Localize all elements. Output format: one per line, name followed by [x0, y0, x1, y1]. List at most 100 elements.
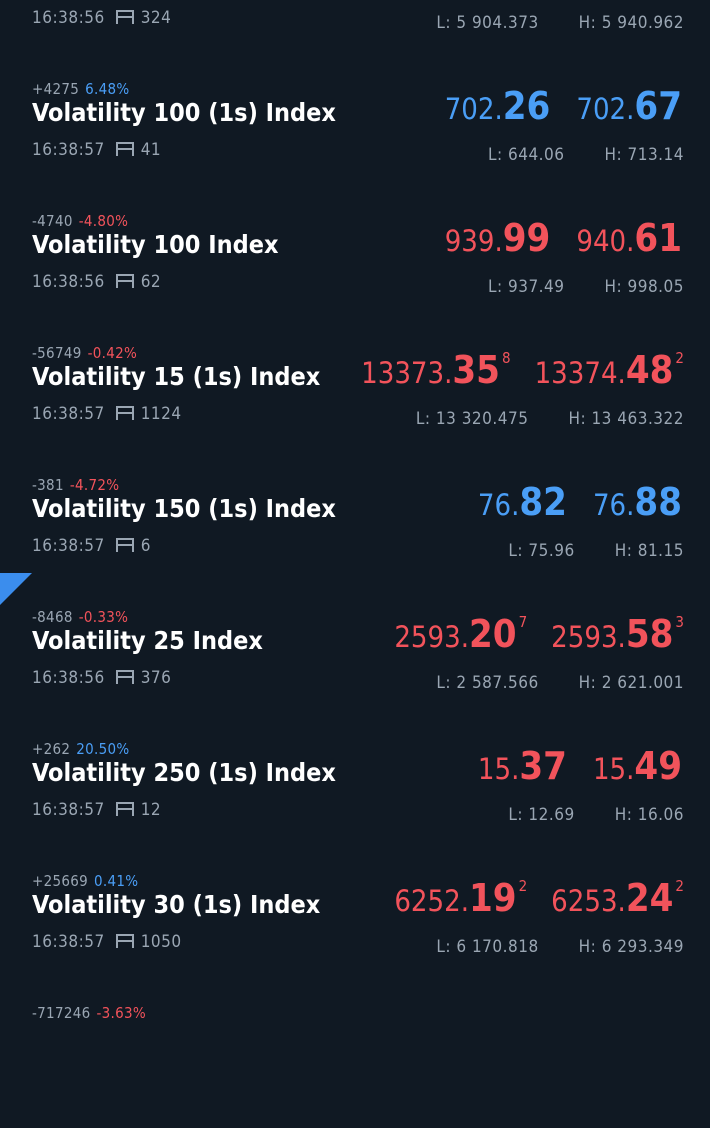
quote-row[interactable]: -381 -4.72% Volatility 150 (1s) Index 16:…	[0, 468, 710, 600]
low-value: L: 12.69	[508, 805, 575, 825]
change-percent: -4.80%	[78, 212, 129, 230]
price-block	[632, 1008, 684, 1052]
symbol-name[interactable]: Volatility 100 (1s) Index	[32, 98, 336, 127]
change-value: -717246	[32, 1004, 91, 1022]
change-value: -56749	[32, 344, 82, 362]
volume-bars-icon	[115, 406, 134, 420]
ask-price[interactable]: 6253.24 2	[551, 876, 684, 920]
low-value: L: 5 904.373	[436, 13, 539, 33]
tick-volume: 62	[140, 272, 162, 292]
tick-time: 16:38:57	[32, 404, 105, 424]
ask-price[interactable]	[682, 1008, 684, 1052]
symbol-name[interactable]: Volatility 30 (1s) Index	[32, 890, 321, 919]
low-high: L: 13 320.475 H: 13 463.322	[376, 409, 684, 429]
tick-volume: 12	[140, 800, 162, 820]
high-value: H: 16.06	[614, 805, 684, 825]
quote-row[interactable]: -717246 -3.63%	[0, 996, 710, 1128]
tick-meta: 16:38:57 41	[32, 140, 161, 160]
tick-time: 16:38:57	[32, 800, 105, 820]
tick-volume: 41	[140, 140, 162, 160]
price-block: 702.26 702.67	[421, 84, 684, 128]
ask-price[interactable]: 13374.48 2	[534, 348, 684, 392]
change-value: -8468	[32, 608, 73, 626]
low-high: L: 12.69 H: 16.06	[468, 805, 684, 825]
quote-row[interactable]: +25669 0.41% Volatility 30 (1s) Index 16:…	[0, 864, 710, 996]
tick-meta: 16:38:56 62	[32, 272, 161, 292]
high-value: H: 2 621.001	[578, 673, 684, 693]
high-value: H: 81.15	[614, 541, 684, 561]
bid-price[interactable]: 15.37	[477, 744, 567, 788]
low-high: L: 75.96 H: 81.15	[468, 541, 684, 561]
tick-volume: 1050	[140, 932, 182, 952]
high-value: H: 998.05	[604, 277, 684, 297]
change-info: +262 20.50%	[32, 740, 130, 758]
bid-price[interactable]: 939.99	[444, 216, 551, 260]
quote-row[interactable]: -56749 -0.42% Volatility 15 (1s) Index 16…	[0, 336, 710, 468]
volume-bars-icon	[115, 10, 134, 24]
change-info: -381 -4.72%	[32, 476, 119, 494]
quote-row[interactable]: 16:38:56 324 L: 5 904.373 H: 5 940.962	[0, 0, 710, 72]
price-block: 15.37 15.49	[454, 744, 684, 788]
change-value: -4740	[32, 212, 73, 230]
tick-volume: 6	[140, 536, 151, 556]
bid-price[interactable]: 2593.20 7	[394, 612, 528, 656]
change-info: -56749 -0.42%	[32, 344, 137, 362]
high-value: H: 6 293.349	[578, 937, 684, 957]
change-percent: 0.41%	[94, 872, 139, 890]
low-value: L: 13 320.475	[415, 409, 529, 429]
symbol-name[interactable]: Volatility 15 (1s) Index	[32, 362, 321, 391]
ask-price[interactable]: 940.61	[576, 216, 682, 260]
change-percent: 6.48%	[85, 80, 130, 98]
volume-bars-icon	[115, 142, 134, 156]
tick-meta: 16:38:56 376	[32, 668, 171, 688]
ask-price[interactable]: 2593.58 3	[551, 612, 684, 656]
price-block: 939.99 940.61	[421, 216, 684, 260]
tick-time: 16:38:56	[32, 272, 105, 292]
bid-price[interactable]: 6252.19 2	[394, 876, 528, 920]
change-value: +25669	[32, 872, 89, 890]
price-block: 6252.19 2 6253.24 2	[370, 876, 684, 920]
change-value: -381	[32, 476, 64, 494]
symbol-name[interactable]: Volatility 250 (1s) Index	[32, 758, 336, 787]
low-value: L: 75.96	[508, 541, 575, 561]
tick-volume: 1124	[140, 404, 182, 424]
quote-row[interactable]: +262 20.50% Volatility 250 (1s) Index 16:…	[0, 732, 710, 864]
high-value: H: 5 940.962	[578, 13, 684, 33]
bid-price[interactable]	[656, 1008, 658, 1052]
low-high: L: 937.49 H: 998.05	[448, 277, 684, 297]
change-value: +262	[32, 740, 71, 758]
change-percent: 20.50%	[76, 740, 130, 758]
tick-meta: 16:38:56 324	[32, 8, 171, 28]
low-high: L: 5 904.373 H: 5 940.962	[396, 13, 684, 33]
tick-time: 16:38:56	[32, 8, 105, 28]
ask-price[interactable]: 15.49	[592, 744, 682, 788]
tick-meta: 16:38:57 1124	[32, 404, 182, 424]
quote-row[interactable]: -8468 -0.33% Volatility 25 Index 16:38:56…	[0, 600, 710, 732]
volume-bars-icon	[115, 802, 134, 816]
tick-meta: 16:38:57 6	[32, 536, 151, 556]
change-value: +4275	[32, 80, 80, 98]
tick-time: 16:38:57	[32, 140, 105, 160]
bid-price[interactable]: 13373.35 8	[361, 348, 511, 392]
selected-corner-marker	[0, 573, 32, 605]
bid-price[interactable]: 76.82	[477, 480, 567, 524]
change-info: -717246 -3.63%	[32, 1004, 146, 1022]
symbol-name[interactable]: Volatility 150 (1s) Index	[32, 494, 336, 523]
volume-bars-icon	[115, 670, 134, 684]
symbol-name[interactable]: Volatility 25 Index	[32, 626, 263, 655]
symbol-name[interactable]: Volatility 100 Index	[32, 230, 279, 259]
change-info: +4275 6.48%	[32, 80, 130, 98]
ask-price[interactable]: 702.67	[576, 84, 682, 128]
tick-time: 16:38:57	[32, 536, 105, 556]
tick-time: 16:38:57	[32, 932, 105, 952]
change-percent: -3.63%	[96, 1004, 147, 1022]
bid-price[interactable]: 702.26	[444, 84, 551, 128]
ask-price[interactable]: 76.88	[592, 480, 682, 524]
change-info: -4740 -4.80%	[32, 212, 128, 230]
quote-row[interactable]: +4275 6.48% Volatility 100 (1s) Index 16:…	[0, 72, 710, 204]
high-value: H: 713.14	[604, 145, 684, 165]
quote-row[interactable]: -4740 -4.80% Volatility 100 Index 16:38:5…	[0, 204, 710, 336]
change-info: +25669 0.41%	[32, 872, 138, 890]
low-value: L: 2 587.566	[436, 673, 539, 693]
